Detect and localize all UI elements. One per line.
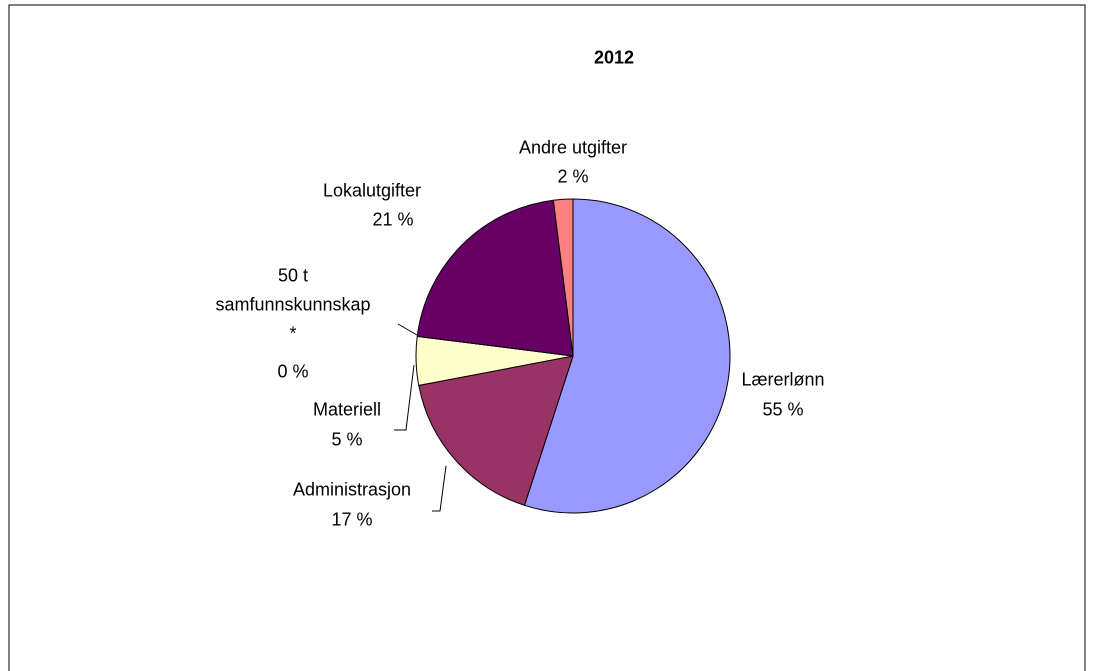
slice-label: Lokalutgifter <box>322 180 422 201</box>
slice-label: 50 t samfunnskunnskap * <box>215 265 371 344</box>
value-label: 17 % <box>331 509 373 530</box>
pie-slice <box>552 198 574 357</box>
value-label: 55 % <box>762 399 804 420</box>
pie-slice <box>416 199 574 357</box>
value-label: 2 % <box>557 166 589 187</box>
slice-label: Andre utgifter <box>518 137 628 158</box>
value-label: 21 % <box>372 209 414 230</box>
slice-label: Administrasjon <box>292 479 412 500</box>
slice-label: Lærerlønn <box>741 369 825 390</box>
leader-line <box>397 323 418 336</box>
leader-line <box>394 364 415 431</box>
leader-line <box>432 465 447 512</box>
value-label: 5 % <box>331 429 363 450</box>
frame <box>8 4 1086 671</box>
value-label: 0 % <box>277 361 309 382</box>
chart-title: 2012 <box>593 47 635 68</box>
pie-slice <box>523 198 731 514</box>
pie-slice <box>418 355 574 506</box>
slice-label: Materiell <box>312 399 382 420</box>
